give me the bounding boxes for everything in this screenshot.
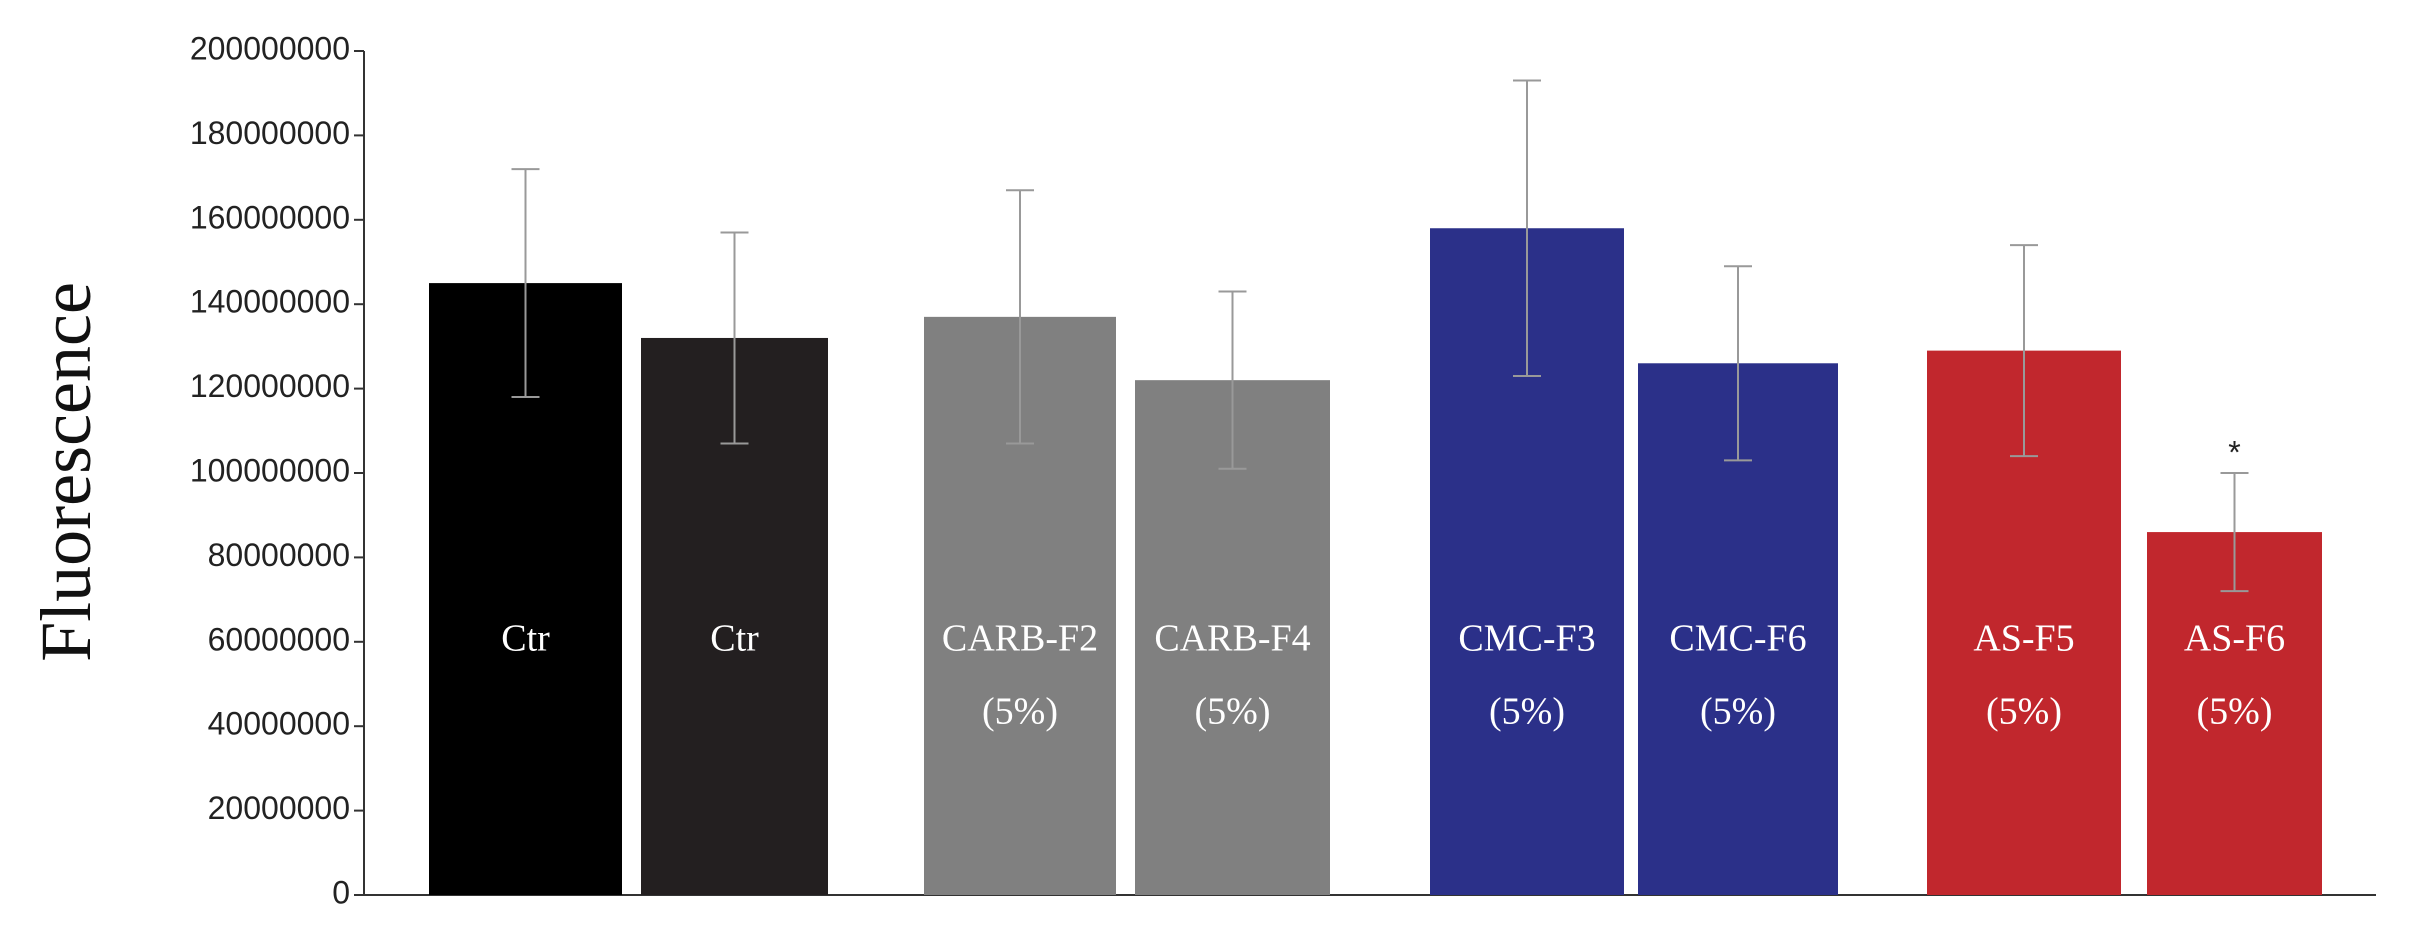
bar-label: AS-F5 (1973, 618, 2074, 660)
bar-label: Ctr (710, 618, 759, 660)
bar-label: CARB-F4 (1154, 618, 1310, 660)
y-tick-label: 40000000 (208, 706, 350, 742)
bar-label: AS-F6 (2184, 618, 2285, 660)
y-tick-label: 60000000 (208, 621, 350, 657)
y-tick-label: 80000000 (208, 537, 350, 573)
bar-label: (5%) (1489, 691, 1565, 733)
y-axis-label: Fluorescence (26, 282, 106, 662)
bar-label: (5%) (1986, 691, 2062, 733)
bar-label: (5%) (2197, 691, 2273, 733)
bar-label: CMC-F6 (1669, 618, 1806, 660)
bar-label: Ctr (501, 618, 550, 660)
annotation: * (2228, 434, 2240, 470)
bar-label: CARB-F2 (942, 618, 1098, 660)
y-tick-label: 180000000 (190, 115, 350, 151)
y-tick-label: 160000000 (190, 199, 350, 235)
y-tick-label: 140000000 (190, 284, 350, 320)
bar-label: CMC-F3 (1458, 618, 1595, 660)
bar-label: (5%) (982, 691, 1058, 733)
y-tick-label: 200000000 (190, 30, 350, 66)
bar-label: (5%) (1195, 691, 1271, 733)
y-tick-label: 0 (332, 874, 350, 910)
y-tick-label: 20000000 (208, 790, 350, 826)
y-tick-label: 100000000 (190, 452, 350, 488)
bar (2147, 532, 2322, 895)
y-tick-label: 120000000 (190, 368, 350, 404)
bar-label: (5%) (1700, 691, 1776, 733)
